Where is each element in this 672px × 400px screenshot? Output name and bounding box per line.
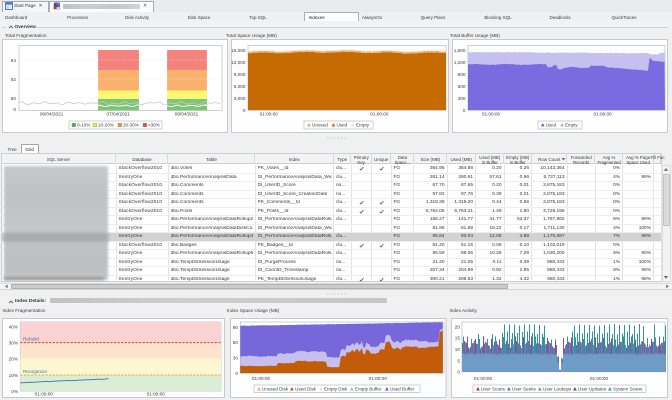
svg-text:20-30%: 20-30% [123, 123, 139, 128]
svg-text:0%: 0% [11, 388, 18, 393]
svg-text:01:00:00: 01:00:00 [370, 112, 389, 117]
svg-text:40%: 40% [9, 324, 18, 329]
svg-text:0: 0 [457, 369, 460, 374]
svg-text:01:00:00: 01:00:00 [593, 112, 612, 117]
svg-text:15,000: 15,000 [231, 48, 246, 53]
svg-text:0: 0 [243, 108, 246, 113]
svg-text:Reorganize: Reorganize [23, 368, 47, 373]
svg-text:30%: 30% [9, 340, 18, 345]
svg-text:01:00:00: 01:00:00 [35, 391, 54, 396]
svg-text:20%: 20% [9, 356, 18, 361]
svg-text:62: 62 [11, 77, 17, 82]
svg-text:01:00:00: 01:00:00 [147, 391, 166, 396]
svg-text:0-10%: 0-10% [77, 123, 90, 128]
svg-text:Used Disk: Used Disk [295, 386, 317, 391]
svg-text:0: 0 [13, 107, 16, 112]
svg-text:01:00:00: 01:00:00 [369, 376, 388, 381]
svg-text:Used: Used [546, 122, 557, 127]
svg-text:07/04/2021: 07/04/2021 [106, 112, 130, 117]
svg-text:Empty: Empty [356, 123, 370, 128]
svg-text:5: 5 [457, 358, 460, 363]
svg-text:Used: Used [337, 123, 348, 128]
svg-text:60: 60 [233, 340, 239, 345]
svg-text:64: 64 [11, 58, 17, 63]
svg-text:User Lookups: User Lookups [543, 386, 572, 391]
svg-text:0: 0 [235, 370, 238, 375]
svg-text:Empty Disk: Empty Disk [324, 386, 348, 391]
svg-text:60: 60 [11, 96, 17, 101]
svg-text:06/04/2021: 06/04/2021 [40, 112, 64, 117]
svg-text:90: 90 [233, 324, 239, 329]
svg-text:System Scans: System Scans [613, 386, 643, 391]
svg-text:>30%: >30% [148, 123, 160, 128]
svg-text:12,000: 12,000 [231, 60, 246, 65]
svg-text:15: 15 [455, 335, 461, 340]
svg-text:01:00:00: 01:00:00 [590, 376, 609, 381]
svg-text:Empty: Empty [565, 122, 578, 127]
svg-text:01:00:00: 01:00:00 [474, 376, 493, 381]
svg-text:1,500: 1,500 [454, 48, 466, 53]
svg-text:08/04/2021: 08/04/2021 [175, 112, 199, 117]
svg-text:Unused Disk: Unused Disk [262, 386, 289, 391]
svg-text:Rebuild: Rebuild [23, 336, 39, 341]
svg-text:User Updates: User Updates [578, 386, 607, 391]
svg-text:900: 900 [458, 72, 466, 77]
svg-text:9,000: 9,000 [234, 72, 246, 77]
svg-text:10-20%: 10-20% [98, 123, 114, 128]
svg-text:1,200: 1,200 [454, 60, 466, 65]
svg-text:10%: 10% [9, 372, 18, 377]
svg-text:600: 600 [458, 84, 466, 89]
svg-text:User Scans: User Scans [481, 386, 505, 391]
svg-text:20: 20 [455, 324, 461, 329]
svg-text:Unused: Unused [312, 123, 328, 128]
svg-text:01:00:00: 01:00:00 [260, 112, 279, 117]
svg-text:Empty Buffer: Empty Buffer [355, 386, 382, 391]
svg-text:10: 10 [455, 346, 461, 351]
svg-text:01:00:00: 01:00:00 [482, 112, 501, 117]
svg-text:User Seeks: User Seeks [512, 386, 536, 391]
svg-text:300: 300 [458, 96, 466, 101]
svg-text:3,000: 3,000 [234, 96, 246, 101]
svg-text:30: 30 [233, 355, 239, 360]
svg-text:6,000: 6,000 [234, 84, 246, 89]
svg-text:0: 0 [463, 108, 466, 113]
svg-text:Used Buffer: Used Buffer [390, 386, 415, 391]
svg-text:01:00:00: 01:00:00 [252, 376, 271, 381]
